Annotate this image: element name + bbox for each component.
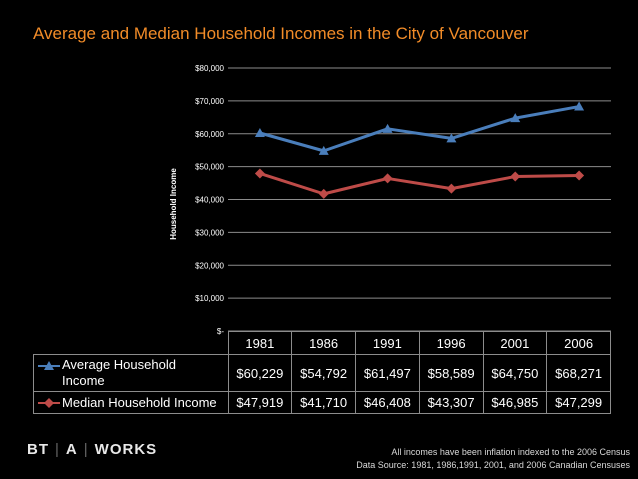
table-cell: $54,792 (291, 354, 356, 392)
y-tick-label: $10,000 (195, 294, 224, 303)
data-point (510, 113, 521, 123)
series-line (259, 105, 580, 153)
category-label: 1981 (227, 331, 293, 355)
series-lines (254, 101, 585, 199)
bta-works-logo: BT | A | WORKS (27, 441, 158, 458)
table-cell: $46,408 (355, 391, 420, 414)
table-cell: $47,919 (227, 391, 293, 414)
category-label: 1986 (291, 331, 356, 355)
y-axis-ticks: $-$10,000$20,000$30,000$40,000$50,000$60… (195, 64, 224, 336)
data-point (318, 145, 329, 155)
row-header-median: Median Household Income (33, 391, 229, 414)
category-label: 1991 (355, 331, 420, 355)
logo-part: BT (27, 441, 49, 458)
category-label: 1996 (418, 331, 484, 355)
triangle-marker-icon (38, 361, 60, 370)
data-point (382, 173, 393, 184)
data-point (510, 171, 521, 182)
data-point (446, 183, 457, 194)
table-row-median: Median Household Income $47,919 $41,710 … (33, 391, 611, 414)
legend-label: Median Household Income (62, 394, 217, 410)
series-line (259, 172, 580, 196)
data-point (574, 170, 585, 181)
logo-part: WORKS (94, 441, 158, 458)
table-cell: $43,307 (418, 391, 484, 414)
gridlines (228, 67, 611, 332)
row-header-average: Average Household Income (33, 354, 229, 392)
diamond-marker-icon (38, 397, 60, 408)
table-cell: $41,710 (291, 391, 356, 414)
data-table: 1981 1986 1991 1996 2001 2006 Average Ho… (33, 331, 611, 414)
table-row-average: Average Household Income $60,229 $54,792… (33, 354, 611, 392)
y-tick-label: $40,000 (195, 196, 224, 205)
y-tick-label: $80,000 (195, 64, 224, 73)
category-label: 2001 (482, 331, 548, 355)
data-point (254, 127, 265, 137)
y-tick-label: $20,000 (195, 261, 224, 270)
source-note: Data Source: 1981, 1986,1991, 2001, and … (356, 460, 630, 470)
logo-part: A (65, 441, 78, 458)
y-tick-label: $50,000 (195, 163, 224, 172)
table-cell: $64,750 (482, 354, 548, 392)
y-tick-label: $60,000 (195, 130, 224, 139)
table-cell: $47,299 (546, 391, 611, 414)
y-tick-label: $70,000 (195, 97, 224, 106)
legend-label: Average Household Income (62, 357, 176, 388)
data-point (574, 101, 585, 111)
data-point (446, 133, 457, 143)
data-point (254, 168, 265, 179)
table-cell: $60,229 (227, 354, 293, 392)
table-header-row: 1981 1986 1991 1996 2001 2006 (33, 331, 611, 355)
inflation-note: All incomes have been inflation indexed … (391, 447, 630, 457)
table-cell: $46,985 (482, 391, 548, 414)
footer-notes: All incomes have been inflation indexed … (356, 446, 630, 472)
table-cell: $61,497 (355, 354, 420, 392)
table-cell: $58,589 (418, 354, 484, 392)
y-tick-label: $30,000 (195, 228, 224, 237)
y-axis-label: Household Income (169, 168, 178, 240)
table-cell: $68,271 (546, 354, 611, 392)
data-point (318, 188, 329, 199)
data-point (382, 123, 393, 133)
table-corner (33, 331, 229, 355)
category-label: 2006 (546, 331, 611, 355)
slide-title: Average and Median Household Incomes in … (33, 24, 529, 43)
